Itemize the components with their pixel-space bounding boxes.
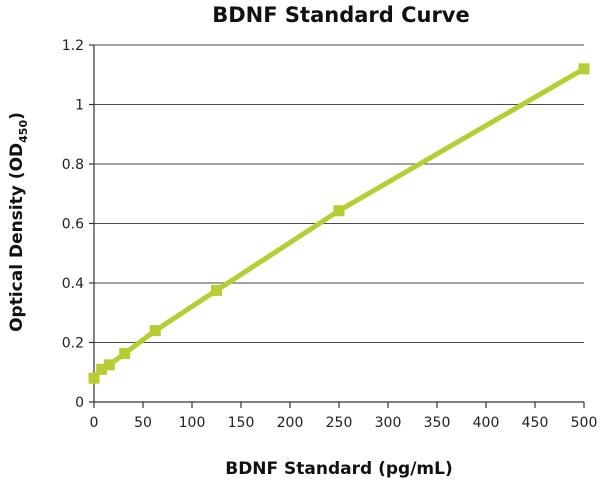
tick-labels: 0 0.2 0.4 0.6 0.8 1 1.2 0 50 100 150 200 250 300 350 40… xyxy=(62,38,598,431)
y-axis-label-main: Optical Density (OD xyxy=(7,143,27,332)
x-tick-label: 300 xyxy=(375,415,402,431)
data-point xyxy=(103,359,115,371)
series-layer xyxy=(88,63,590,384)
x-tick-label: 500 xyxy=(571,415,598,431)
x-tick-label: 100 xyxy=(179,415,206,431)
y-axis-label-close: ) xyxy=(7,112,27,120)
y-tick-label: 0.4 xyxy=(62,276,84,292)
data-point xyxy=(149,325,161,337)
y-tick-label: 0.2 xyxy=(62,336,84,352)
data-point xyxy=(119,348,131,360)
x-axis-label: BDNF Standard (pg/mL) xyxy=(225,459,453,479)
x-tick-label: 200 xyxy=(277,415,304,431)
data-point xyxy=(96,363,108,375)
data-point xyxy=(211,284,222,296)
x-tick-label: 400 xyxy=(473,415,500,431)
x-tick-label: 250 xyxy=(326,415,353,431)
data-point xyxy=(333,205,345,217)
x-tick-label: 350 xyxy=(424,415,451,431)
y-axis-label-subscript: 450 xyxy=(17,120,30,143)
x-tick-label: 150 xyxy=(228,415,255,431)
x-tick-label: 50 xyxy=(134,415,152,431)
y-axis-label: Optical Density (OD450) xyxy=(7,112,30,332)
x-tick-label: 450 xyxy=(522,415,549,431)
data-point xyxy=(88,372,100,384)
y-tick-label: 0.8 xyxy=(62,157,84,173)
y-tick-label: 0.6 xyxy=(62,217,84,233)
gridlines xyxy=(94,44,584,343)
y-tick-label: 1 xyxy=(75,98,84,114)
y-tick-label: 0 xyxy=(75,395,84,411)
x-tick-label: 0 xyxy=(90,415,99,431)
y-tick-label: 1.2 xyxy=(62,38,84,54)
chart-title: BDNF Standard Curve xyxy=(212,3,470,27)
data-point xyxy=(578,63,590,75)
axes xyxy=(89,44,585,408)
